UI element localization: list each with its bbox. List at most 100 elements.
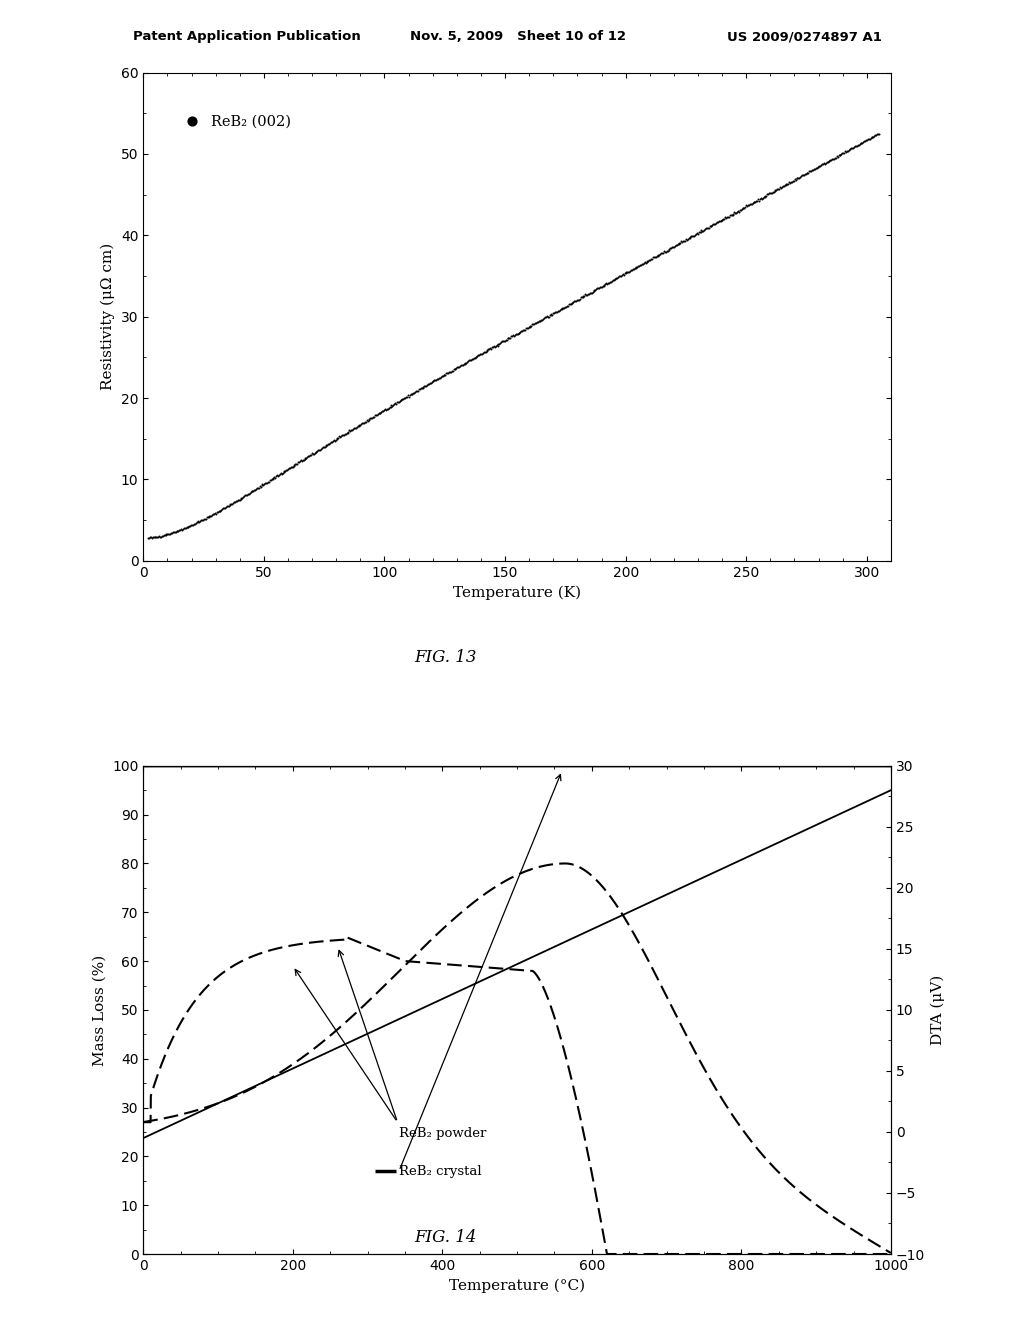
Point (500, 327, 516, 348)
Point (494, 331, 510, 352)
Point (769, 178, 785, 199)
Point (612, 265, 629, 286)
Point (721, 206, 737, 227)
Point (324, 432, 340, 453)
Point (607, 268, 624, 289)
Point (586, 281, 602, 302)
Point (498, 329, 514, 350)
Point (809, 157, 825, 178)
Point (366, 407, 382, 428)
Point (454, 355, 470, 376)
Point (222, 494, 239, 515)
Point (827, 147, 844, 168)
Point (564, 292, 581, 313)
Point (193, 511, 209, 532)
Point (845, 137, 861, 158)
Point (384, 396, 400, 417)
Point (649, 246, 666, 267)
Point (287, 454, 303, 475)
Point (807, 158, 823, 180)
Point (313, 438, 330, 459)
Point (816, 153, 833, 174)
Point (166, 521, 182, 543)
Point (478, 341, 495, 362)
Point (863, 127, 880, 148)
Point (350, 416, 367, 437)
Point (255, 474, 271, 495)
Point (658, 240, 675, 261)
Point (460, 351, 476, 372)
Point (535, 309, 551, 330)
Point (481, 338, 498, 359)
Point (237, 484, 253, 506)
Point (168, 521, 184, 543)
Point (269, 465, 286, 486)
Point (757, 186, 773, 207)
Point (577, 285, 593, 306)
Point (629, 256, 645, 277)
Point (561, 293, 578, 314)
Point (653, 242, 670, 263)
Point (681, 227, 697, 248)
Point (727, 202, 743, 223)
Point (563, 293, 580, 314)
Point (636, 252, 652, 273)
Point (667, 235, 683, 256)
Point (706, 214, 722, 235)
Point (209, 502, 225, 523)
Point (175, 519, 191, 540)
Point (486, 337, 503, 358)
Point (310, 440, 327, 461)
Point (509, 323, 525, 345)
Point (814, 153, 830, 174)
Point (800, 162, 816, 183)
Point (232, 488, 249, 510)
Point (184, 515, 201, 536)
Point (141, 527, 158, 548)
Point (252, 475, 268, 496)
Point (437, 364, 454, 385)
Point (745, 191, 762, 213)
Point (160, 524, 176, 545)
Point (205, 503, 221, 524)
Point (458, 352, 474, 374)
Point (271, 463, 288, 484)
Text: US 2009/0274897 A1: US 2009/0274897 A1 (727, 30, 882, 44)
Point (489, 335, 506, 356)
Point (802, 161, 818, 182)
Point (299, 446, 315, 467)
Point (174, 520, 190, 541)
Point (168, 520, 184, 541)
Point (738, 195, 755, 216)
Y-axis label: Mass Loss (%): Mass Loss (%) (92, 954, 106, 1065)
Point (615, 264, 632, 285)
Point (712, 211, 728, 232)
Point (706, 214, 722, 235)
Point (296, 449, 312, 470)
Point (676, 231, 692, 252)
Point (549, 301, 565, 322)
Point (610, 267, 627, 288)
Point (826, 148, 843, 169)
Point (525, 313, 542, 334)
Point (691, 222, 708, 243)
Point (306, 442, 323, 463)
Point (867, 124, 884, 145)
Point (358, 409, 375, 430)
Point (400, 385, 417, 407)
Point (264, 469, 281, 490)
Point (670, 234, 686, 255)
Point (662, 239, 678, 260)
Point (284, 457, 300, 478)
Point (830, 144, 847, 165)
Point (629, 257, 645, 279)
Point (515, 319, 531, 341)
Point (332, 426, 348, 447)
Point (684, 226, 700, 247)
Point (746, 191, 763, 213)
Point (412, 379, 428, 400)
Point (783, 172, 800, 193)
Point (524, 314, 541, 335)
Point (639, 251, 655, 272)
Point (146, 527, 163, 548)
